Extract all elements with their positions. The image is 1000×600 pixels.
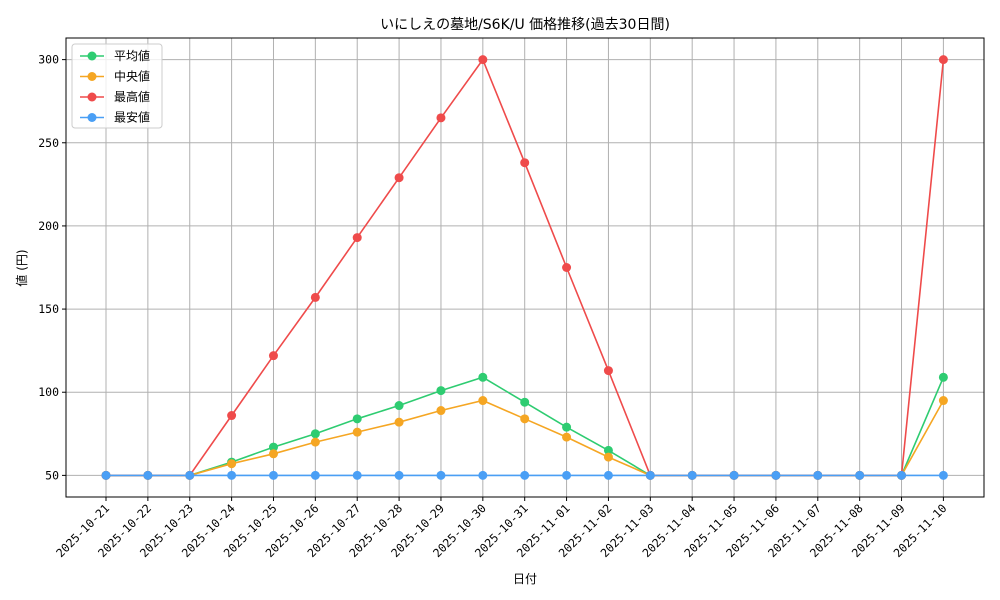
- data-point: [436, 386, 446, 396]
- legend-label: 最高値: [114, 89, 150, 104]
- data-point: [771, 470, 781, 480]
- legend-swatch-marker: [87, 113, 97, 122]
- data-point: [603, 366, 613, 376]
- data-point: [268, 351, 278, 361]
- data-point: [478, 396, 488, 406]
- chart-title: いにしえの墓地/S6K/U 価格推移(過去30日間): [380, 17, 670, 33]
- y-tick-label: 300: [38, 53, 59, 67]
- data-point: [687, 470, 697, 480]
- data-point: [520, 414, 530, 424]
- data-point: [562, 432, 572, 442]
- data-point: [603, 445, 613, 455]
- data-point: [603, 470, 613, 480]
- y-axis: 50 100 150 200 250 300: [38, 53, 66, 482]
- data-point: [938, 372, 948, 382]
- data-point: [352, 470, 362, 480]
- data-point: [478, 372, 488, 382]
- series-lines: [101, 55, 948, 480]
- y-tick-label: 100: [38, 385, 59, 399]
- y-tick-label: 250: [38, 136, 59, 150]
- data-point: [478, 470, 488, 480]
- data-point: [478, 55, 488, 65]
- legend-swatch-marker: [87, 92, 97, 102]
- legend-swatch-marker: [87, 72, 97, 81]
- data-point: [227, 459, 237, 469]
- data-point: [310, 429, 320, 439]
- data-point: [310, 437, 320, 447]
- data-point: [436, 470, 446, 480]
- y-tick-label: 200: [38, 219, 59, 233]
- data-point: [352, 414, 362, 424]
- legend-box: [71, 43, 163, 129]
- legend-label: 中央値: [114, 69, 150, 84]
- legend-label: 最安値: [114, 110, 150, 125]
- y-tick-label: 50: [45, 468, 59, 482]
- data-point: [352, 233, 362, 243]
- data-point: [394, 401, 404, 411]
- data-point: [855, 470, 865, 480]
- data-point: [562, 263, 572, 272]
- data-point: [897, 470, 907, 480]
- data-point: [520, 158, 530, 168]
- data-point: [813, 470, 823, 480]
- data-point: [268, 470, 278, 480]
- data-point: [394, 417, 404, 427]
- data-point: [185, 470, 195, 480]
- data-point: [938, 396, 948, 406]
- data-point: [938, 470, 948, 480]
- data-point: [436, 113, 446, 123]
- grid: [66, 38, 984, 497]
- data-point: [227, 470, 237, 480]
- data-point: [645, 470, 655, 480]
- data-point: [310, 470, 320, 480]
- data-point: [436, 406, 446, 416]
- data-point: [562, 470, 572, 480]
- data-point: [143, 470, 153, 480]
- y-axis-label: 値 (円): [14, 249, 29, 286]
- data-point: [520, 470, 530, 480]
- legend-swatch-marker: [87, 51, 97, 61]
- data-point: [394, 470, 404, 480]
- data-point: [101, 470, 111, 480]
- data-point: [562, 422, 572, 432]
- series-3: [101, 470, 948, 480]
- data-point: [938, 55, 948, 65]
- data-point: [394, 173, 404, 183]
- data-point: [268, 449, 278, 459]
- x-axis: 2025-10-212025-10-222025-10-232025-10-24…: [53, 497, 950, 560]
- y-tick-label: 150: [38, 302, 59, 316]
- data-point: [227, 411, 237, 421]
- data-point: [729, 470, 739, 480]
- data-point: [603, 452, 613, 462]
- legend-label: 平均値: [114, 48, 150, 63]
- data-point: [520, 397, 530, 407]
- data-point: [268, 442, 278, 452]
- data-point: [310, 292, 320, 302]
- data-point: [352, 427, 362, 437]
- x-axis-label: 日付: [513, 572, 537, 586]
